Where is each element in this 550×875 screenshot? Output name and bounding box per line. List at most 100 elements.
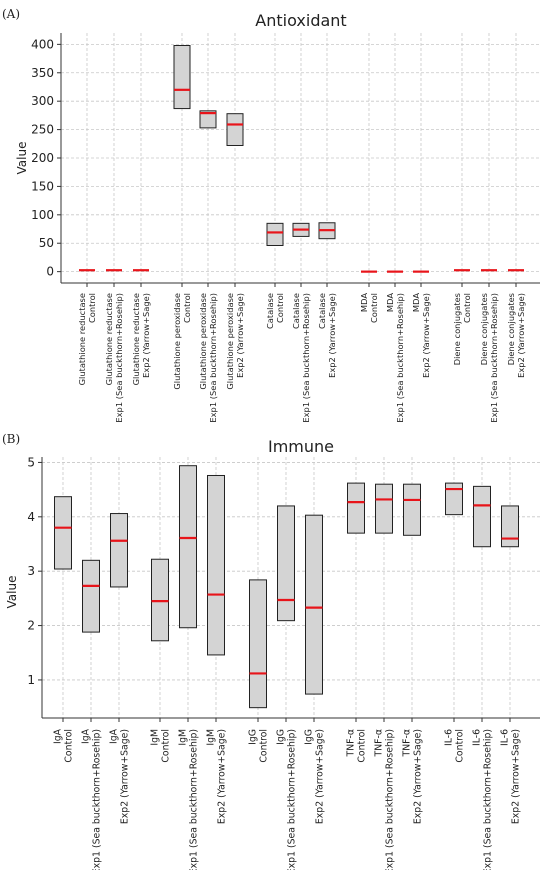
immune-box [110,513,128,588]
immune-box [82,559,100,633]
antioxidant-x-tick-label-line2: Exp2 (Yarrow+Sage) [235,293,245,378]
immune-x-tick-label: IgA Exp1 (Sea buckthorn+Rosehip) [81,728,103,874]
antioxidant-x-tick-label-line1: MDA [411,293,421,312]
immune-x-tick-label-line2: Exp1 (Sea buckthorn+Rosehip) [189,729,200,870]
antioxidant-grid [61,33,540,283]
antioxidant-x-tick-label: Catalase Control [265,293,285,329]
antioxidant-chart-title: Antioxidant [255,11,346,30]
antioxidant-axes [57,33,540,287]
immune-x-tick-label-line2: Control [259,729,270,763]
antioxidant-x-tick-label-line2: Control [182,293,192,323]
antioxidant-x-tick-label: Catalase Exp1 (Sea buckthorn+Rosehip) [291,293,311,423]
immune-x-tick-label: TNF-α Control [346,729,368,763]
immune-x-tick-label-line1: IgM [178,729,189,746]
immune-x-tick-label-line2: Control [64,729,75,763]
immune-x-tick-label-line1: IgG [276,729,287,745]
immune-x-tick-label-line2: Exp2 (Yarrow+Sage) [315,729,326,824]
immune-x-tick-label-line2: Exp2 (Yarrow+Sage) [413,729,424,824]
immune-box [473,485,491,548]
antioxidant-x-tick-label-line1: Catalase [291,293,301,329]
immune-x-tick-label-line1: IgA [81,728,92,744]
immune-x-tick-label: IgM Exp2 (Yarrow+Sage) [206,729,228,824]
immune-x-tick-label-line2: Exp1 (Sea buckthorn+Rosehip) [92,729,103,870]
immune-x-tick-label-line1: IgG [304,729,315,745]
immune-box [207,474,225,656]
antioxidant-x-tick-label-line1: Glutathione reductase [77,293,87,385]
antioxidant-y-tick-label: 150 [31,179,54,193]
antioxidant-x-tick-label-line1: Diene conjugates [479,293,489,365]
antioxidant-x-tick-label-line1: Glutathione peroxidase [225,293,235,390]
antioxidant-x-tick-label-line2: Exp1 (Sea buckthorn+Rosehip) [208,293,218,423]
antioxidant-y-axis-label: Value [15,142,29,175]
antioxidant-box [173,45,191,110]
antioxidant-x-tick-label: MDA Control [359,293,379,323]
immune-x-tick-label-line2: Control [455,729,466,763]
antioxidant-x-tick-label-line1: Glutathione peroxidase [172,293,182,390]
antioxidant-x-tick-label-line2: Control [369,293,379,323]
immune-x-tick-label-line1: IgG [248,729,259,745]
immune-box [445,482,463,516]
immune-x-tick-label-line2: Control [161,729,172,763]
immune-boxes [54,465,519,709]
antioxidant-x-ticks: Glutathione reductase Control Glutathione … [77,293,526,423]
antioxidant-x-tick-label-line2: Exp2 (Yarrow+Sage) [516,293,526,378]
immune-y-tick-label: 2 [27,619,35,633]
immune-box [403,483,421,536]
antioxidant-x-tick-label: Diene conjugates Exp1 (Sea buckthorn+Rose… [479,293,499,423]
immune-y-ticks: 1 2 3 4 5 [27,455,35,687]
immune-y-tick-label: 4 [27,510,35,524]
antioxidant-y-tick-label: 50 [39,236,54,250]
antioxidant-x-tick-label: Glutathione reductase Control [77,293,97,385]
antioxidant-y-tick-label: 300 [31,94,54,108]
immune-x-tick-label: IgG Exp1 (Sea buckthorn+Rosehip) [276,729,298,874]
antioxidant-x-tick-label-line1: Diene conjugates [452,293,462,365]
immune-x-tick-label-line2: Exp2 (Yarrow+Sage) [511,729,522,824]
immune-x-tick-label: TNF-α Exp1 (Sea buckthorn+Rosehip) [374,729,396,874]
immune-axes [38,457,540,722]
antioxidant-box [199,110,217,129]
antioxidant-x-tick-label-line2: Control [462,293,472,323]
antioxidant-x-tick-label-line2: Exp1 (Sea buckthorn+Rosehip) [114,293,124,423]
immune-x-tick-label: IgG Control [248,729,270,763]
immune-x-tick-label-line2: Control [357,729,368,763]
immune-chart-title: Immune [268,437,334,456]
antioxidant-x-tick-label-line1: Glutathione reductase [104,293,114,385]
immune-x-tick-label-line2: Exp1 (Sea buckthorn+Rosehip) [385,729,396,870]
antioxidant-y-tick-label: 350 [31,66,54,80]
immune-x-tick-label-line1: IgM [150,729,161,746]
immune-x-tick-label: IL-6 Exp1 (Sea buckthorn+Rosehip) [472,729,494,874]
immune-x-tick-label-line1: IL-6 [444,729,455,746]
immune-y-axis-label: Value [5,576,19,609]
antioxidant-x-tick-label-line1: MDA [385,293,395,312]
antioxidant-y-ticks: 0 50 100 150 200 250 300 350 400 [31,37,54,278]
antioxidant-y-tick-label: 200 [31,151,54,165]
antioxidant-x-tick-label-line1: Diene conjugates [506,293,516,365]
antioxidant-y-tick-label: 250 [31,123,54,137]
immune-x-tick-label: IgG Exp2 (Yarrow+Sage) [304,729,326,824]
immune-y-tick-label: 1 [27,673,35,687]
immune-box [54,496,72,570]
antioxidant-x-tick-label-line2: Exp2 (Yarrow+Sage) [327,293,337,378]
immune-x-tick-label-line1: IL-6 [500,729,511,746]
immune-x-tick-label-line1: TNF-α [402,729,413,757]
antioxidant-x-tick-label-line1: Catalase [317,293,327,329]
antioxidant-x-tick-label-line2: Exp2 (Yarrow+Sage) [421,293,431,378]
antioxidant-x-tick-label-line2: Exp1 (Sea buckthorn+Rosehip) [395,293,405,423]
antioxidant-x-tick-label-line2: Control [275,293,285,323]
immune-x-tick-label: IL-6 Exp2 (Yarrow+Sage) [500,729,522,824]
antioxidant-x-tick-label: Glutathione peroxidase Exp1 (Sea buckthor… [198,293,218,423]
antioxidant-x-tick-label: Glutathione peroxidase Exp2 (Yarrow+Sage) [225,293,245,390]
immune-x-tick-label-line1: IgA [109,728,120,744]
antioxidant-box [266,222,284,247]
immune-x-tick-label: TNF-α Exp2 (Yarrow+Sage) [402,729,424,824]
immune-box [375,483,393,534]
immune-x-tick-label-line2: Exp1 (Sea buckthorn+Rosehip) [287,729,298,870]
antioxidant-boxes [79,45,524,273]
antioxidant-panel: (A) Antioxidant Value 0 50 100 150 200 250 300… [2,7,540,423]
immune-x-tick-label-line1: IL-6 [472,729,483,746]
immune-box [277,505,295,622]
antioxidant-box [226,113,244,146]
